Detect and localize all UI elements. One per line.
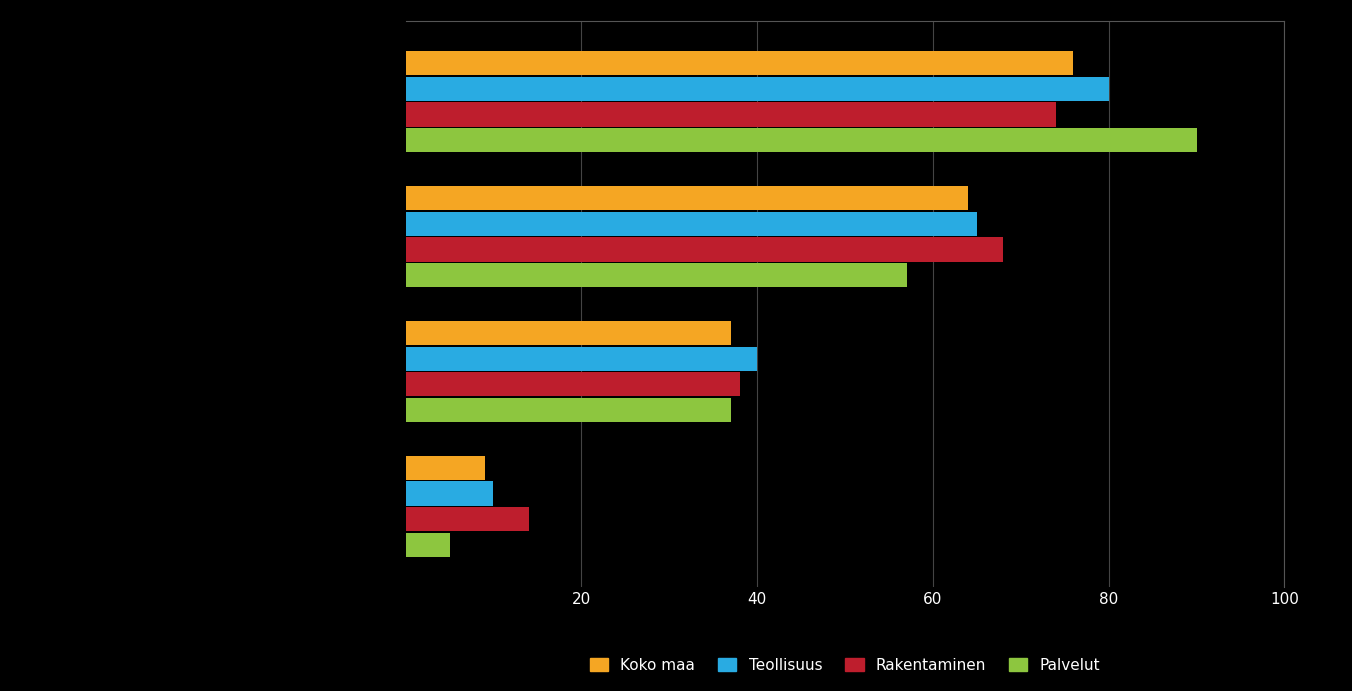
Bar (406, 263, 906, 287)
Bar (406, 77, 1109, 101)
Bar (406, 321, 730, 346)
Bar (406, 456, 484, 480)
Bar (406, 507, 529, 531)
Bar (406, 102, 1056, 126)
Bar (406, 51, 1073, 75)
Bar (406, 482, 493, 506)
Legend: Koko maa, Teollisuus, Rakentaminen, Palvelut: Koko maa, Teollisuus, Rakentaminen, Palv… (584, 652, 1106, 679)
Bar (406, 346, 757, 371)
Bar (406, 372, 740, 397)
Bar (406, 186, 968, 210)
Bar (406, 128, 1197, 152)
Bar (406, 533, 449, 557)
Bar (406, 398, 730, 422)
Bar (406, 211, 976, 236)
Bar (406, 237, 1003, 262)
